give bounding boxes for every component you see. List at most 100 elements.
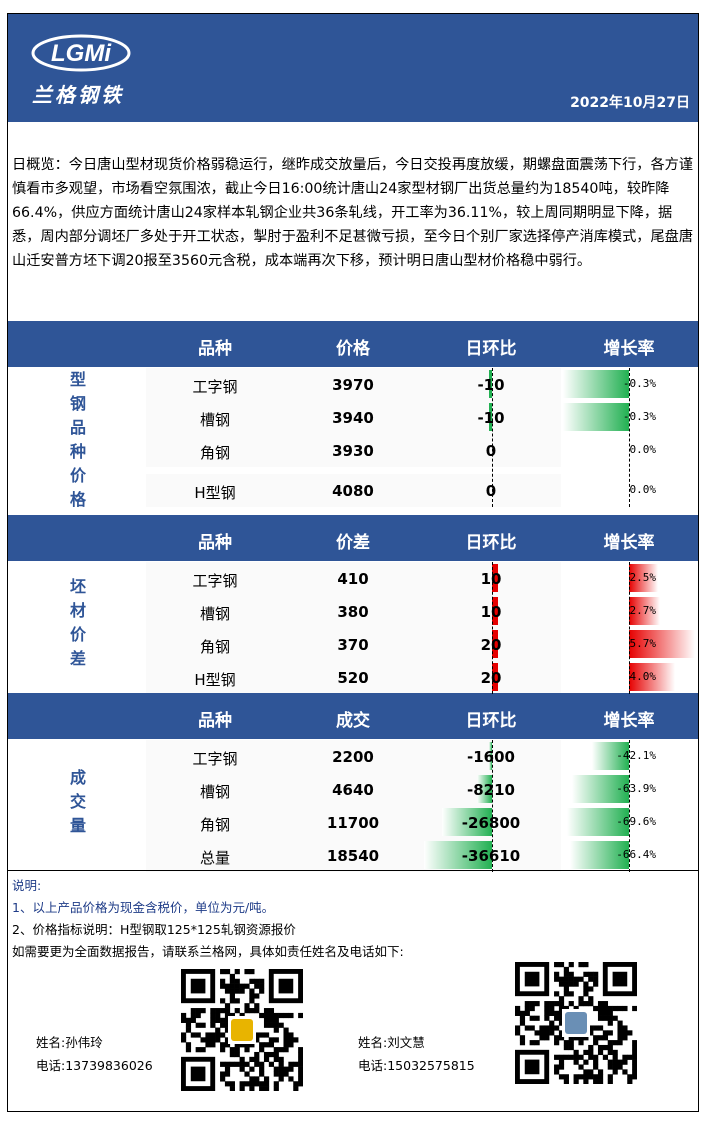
- rate-zero-axis: [629, 740, 630, 872]
- variety-cell: 工字钢: [192, 572, 238, 590]
- rate-cell: -0.3%: [622, 410, 656, 423]
- divider: [8, 870, 698, 871]
- notes-line-2: 2、价格指标说明：H型钢取125*125轧钢资源报价: [12, 922, 296, 937]
- rate-bar: [629, 663, 676, 691]
- change-zero-axis: [492, 368, 493, 507]
- notes: 说明: 1、以上产品价格为现金含税价，单位为元/吨。 2、价格指标说明：H型钢取…: [12, 875, 404, 963]
- value-cell: 520: [337, 669, 369, 687]
- change-cell: 20: [480, 669, 502, 687]
- table-header-prices: 品种 价格 日环比 增长率: [8, 321, 698, 367]
- col-growth-rate: 增长率: [603, 339, 655, 359]
- change-zero-axis: [492, 740, 493, 872]
- row-background: [146, 661, 561, 694]
- value-cell: 4640: [332, 781, 374, 799]
- change-cell: 0: [485, 482, 497, 500]
- section-label-volume: 成交量: [66, 766, 90, 838]
- notes-title: 说明:: [12, 878, 42, 893]
- table-row: 总量 18540 -36610 -66.4%: [8, 839, 698, 872]
- variety-cell: 工字钢: [192, 750, 238, 768]
- change-bar: [476, 775, 492, 803]
- variety-cell: 角钢: [199, 638, 230, 656]
- variety-cell: H型钢: [194, 671, 236, 689]
- table-row: 工字钢 410 10 2.5%: [8, 562, 698, 595]
- change-cell: -26800: [461, 814, 521, 832]
- rate-cell: 5.7%: [629, 637, 657, 650]
- lgmi-logo: LGMi: [31, 34, 131, 72]
- report-page: LGMi 兰格钢铁 2022年10月27日 日概览：今日唐山型材现货价格弱稳运行…: [7, 13, 699, 1112]
- report-date: 2022年10月27日: [570, 95, 690, 111]
- rate-bar: [629, 597, 661, 625]
- col-price: 价格: [336, 339, 370, 359]
- change-cell: 10: [480, 570, 502, 588]
- col-spread: 价差: [336, 533, 370, 553]
- change-cell: 20: [480, 636, 502, 654]
- section-label-spread: 坯材价差: [66, 575, 90, 671]
- col-variety: 品种: [198, 711, 232, 731]
- rate-cell: -42.1%: [616, 749, 656, 762]
- col-daily-change: 日环比: [465, 711, 517, 731]
- change-cell: -1600: [467, 748, 515, 766]
- rate-bar: [570, 841, 629, 869]
- col-variety: 品种: [198, 339, 232, 359]
- notes-line-3: 如需要更为全面数据报告，请联系兰格网，具体如责任姓名及电话如下:: [12, 944, 404, 959]
- col-volume: 成交: [336, 711, 370, 731]
- col-growth-rate: 增长率: [603, 711, 655, 731]
- section-label-char: 型: [69, 370, 86, 389]
- contact-2: 姓名:刘文慧 电话:15032575815: [358, 1031, 475, 1077]
- row-background: [146, 474, 561, 507]
- rate-bar: [563, 370, 629, 398]
- rate-cell: 2.7%: [629, 604, 657, 617]
- section-label-char: 种: [69, 442, 86, 461]
- rate-cell: -0.3%: [622, 377, 656, 390]
- change-bar: [424, 841, 492, 869]
- value-cell: 3930: [332, 442, 374, 460]
- table-header-spread: 品种 价差 日环比 增长率: [8, 515, 698, 561]
- rate-cell: 4.0%: [629, 670, 657, 683]
- table-row: 槽钢 3940 -10 -0.3%: [8, 401, 698, 434]
- section-label-char: 品: [69, 418, 86, 437]
- change-zero-axis: [492, 562, 493, 694]
- rate-bar: [591, 742, 629, 770]
- rate-cell: 0.0%: [629, 483, 657, 496]
- col-daily-change: 日环比: [465, 533, 517, 553]
- change-bar: [489, 742, 492, 770]
- change-bar: [492, 630, 498, 658]
- rate-cell: -63.9%: [616, 782, 656, 795]
- variety-cell: 工字钢: [192, 378, 238, 396]
- contact-1-name: 姓名:孙伟玲: [36, 1035, 103, 1050]
- row-background: [146, 595, 561, 628]
- change-cell: -10: [477, 376, 505, 394]
- report-header: LGMi 兰格钢铁 2022年10月27日: [8, 14, 698, 122]
- row-background: [146, 562, 561, 595]
- change-bar: [492, 663, 498, 691]
- table-row: 槽钢 380 10 2.7%: [8, 595, 698, 628]
- value-cell: 410: [337, 570, 369, 588]
- rate-cell: 2.5%: [629, 571, 657, 584]
- logo-letters: LGMi: [51, 40, 112, 67]
- rate-bar: [629, 564, 658, 592]
- table-row: 角钢 370 20 5.7%: [8, 628, 698, 661]
- rate-bar: [629, 630, 695, 658]
- variety-cell: 角钢: [199, 816, 230, 834]
- col-growth-rate: 增长率: [603, 533, 655, 553]
- logo-name: 兰格钢铁: [32, 83, 124, 107]
- row-background: [146, 434, 561, 467]
- value-cell: 2200: [332, 748, 374, 766]
- change-bar: [489, 403, 492, 431]
- table-row: H型钢 520 20 4.0%: [8, 661, 698, 694]
- rate-bar: [572, 775, 629, 803]
- value-cell: 380: [337, 603, 369, 621]
- section-label-char: 坯: [69, 577, 86, 596]
- change-cell: -8210: [467, 781, 515, 799]
- change-cell: 10: [480, 603, 502, 621]
- variety-cell: 槽钢: [199, 605, 230, 623]
- qr-code-1: [181, 969, 304, 1092]
- table-row: 槽钢 4640 -8210 -63.9%: [8, 773, 698, 806]
- change-cell: 0: [485, 442, 497, 460]
- contact-1: 姓名:孙伟玲 电话:13739836026: [36, 1031, 153, 1077]
- rate-cell: -69.6%: [616, 815, 656, 828]
- value-cell: 11700: [326, 814, 380, 832]
- rate-zero-axis: [629, 562, 630, 694]
- change-cell: -36610: [461, 847, 521, 865]
- rate-cell: 0.0%: [629, 443, 657, 456]
